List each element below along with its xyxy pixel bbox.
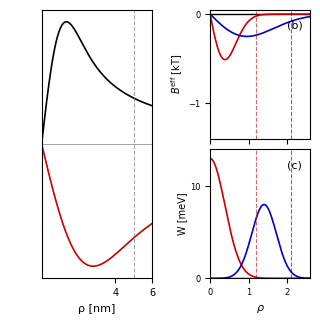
Y-axis label: W [meV]: W [meV] xyxy=(177,192,187,235)
X-axis label: $\rho$: $\rho$ xyxy=(256,303,265,315)
X-axis label: ρ [nm]: ρ [nm] xyxy=(78,304,116,314)
Text: (c): (c) xyxy=(287,161,302,171)
Text: (b): (b) xyxy=(287,21,302,31)
Y-axis label: $B^{\mathrm{eff}}$ [kT]: $B^{\mathrm{eff}}$ [kT] xyxy=(170,54,185,94)
